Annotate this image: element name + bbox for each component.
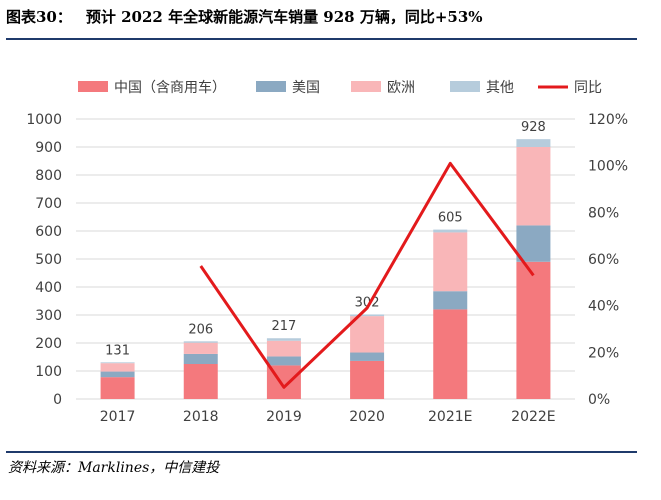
y-left-tick-label: 0 bbox=[53, 392, 62, 408]
bar-segment bbox=[100, 377, 135, 399]
bar-segment bbox=[433, 232, 468, 292]
legend-label: 中国（含商用车） bbox=[114, 79, 226, 96]
bar-segment bbox=[100, 363, 135, 372]
bar-segment bbox=[350, 352, 385, 361]
y-right-tick-label: 60% bbox=[588, 252, 619, 268]
legend-swatch bbox=[256, 81, 286, 92]
bar-segment bbox=[516, 139, 551, 147]
bar-segment bbox=[100, 371, 135, 378]
total-label: 605 bbox=[438, 211, 463, 226]
x-tick-label: 2021E bbox=[428, 409, 472, 425]
bar-segment bbox=[433, 229, 468, 233]
y-left-tick-label: 100 bbox=[35, 364, 62, 380]
bar-segment bbox=[266, 356, 301, 366]
legend: 中国（含商用车） 美国 欧洲 其他 同比 bbox=[78, 79, 602, 96]
yoy-line bbox=[199, 161, 535, 389]
y-right-tick-label: 20% bbox=[588, 345, 619, 361]
y-right-tick-label: 40% bbox=[588, 299, 619, 315]
bar-segment bbox=[350, 314, 385, 317]
y-left-tick-label: 700 bbox=[35, 196, 62, 212]
x-tick-label: 2018 bbox=[183, 409, 219, 425]
y-right-tick-label: 100% bbox=[588, 159, 628, 175]
figure-number: 图表30： bbox=[6, 8, 72, 26]
bar-segment bbox=[350, 360, 385, 399]
total-label: 131 bbox=[105, 343, 130, 358]
bar-segment bbox=[266, 338, 301, 341]
y-right-tick-label: 120% bbox=[588, 112, 628, 128]
y-left-tick-label: 800 bbox=[35, 168, 62, 184]
legend-label: 同比 bbox=[574, 80, 602, 96]
y-right-tick-label: 0% bbox=[588, 392, 610, 408]
y-left-tick-label: 300 bbox=[35, 308, 62, 324]
bar-segment bbox=[433, 291, 468, 310]
legend-label: 其他 bbox=[486, 80, 514, 96]
legend-swatch bbox=[351, 81, 381, 92]
bars bbox=[100, 139, 551, 399]
bar-segment bbox=[100, 362, 135, 364]
gridlines bbox=[76, 118, 575, 400]
x-axis-ticks: 2017 2018 2019 2020 2021E 2022E bbox=[100, 409, 556, 425]
legend-swatch bbox=[78, 81, 108, 92]
y-left-tick-label: 400 bbox=[35, 280, 62, 296]
figure-title-text: 预计 2022 年全球新能源汽车销量 928 万辆，同比+53% bbox=[85, 8, 483, 26]
bar-segment bbox=[516, 147, 551, 226]
bottom-rule bbox=[6, 451, 637, 453]
right-axis-ticks: 0% 20% 40% 60% 80% 100% 120% bbox=[588, 112, 628, 408]
bar-segment bbox=[516, 225, 551, 262]
total-label: 928 bbox=[521, 120, 546, 135]
y-left-tick-label: 600 bbox=[35, 224, 62, 240]
bar-segment bbox=[183, 342, 218, 354]
y-left-tick-label: 200 bbox=[35, 336, 62, 352]
bar-segment bbox=[516, 261, 551, 399]
x-tick-label: 2017 bbox=[100, 409, 136, 425]
y-left-tick-label: 1000 bbox=[26, 112, 62, 128]
bar-segment bbox=[183, 353, 218, 364]
x-tick-label: 2019 bbox=[266, 409, 302, 425]
total-label: 206 bbox=[188, 322, 213, 337]
bar-segment bbox=[183, 364, 218, 399]
x-tick-label: 2022E bbox=[511, 409, 555, 425]
y-right-tick-label: 80% bbox=[588, 205, 619, 221]
bar-segment bbox=[266, 340, 301, 357]
total-label: 217 bbox=[272, 319, 297, 334]
top-rule bbox=[6, 38, 637, 40]
y-left-tick-label: 900 bbox=[35, 140, 62, 156]
figure-title: 图表30： 预计 2022 年全球新能源汽车销量 928 万辆，同比+53% bbox=[6, 6, 483, 27]
x-tick-label: 2020 bbox=[349, 409, 385, 425]
legend-swatch bbox=[450, 81, 480, 92]
y-left-tick-label: 500 bbox=[35, 252, 62, 268]
legend-label: 美国 bbox=[292, 80, 320, 96]
bar-segment bbox=[433, 309, 468, 399]
bar-segment bbox=[183, 341, 218, 343]
left-axis-ticks: 0 100 200 300 400 500 600 700 800 900 1000 bbox=[26, 112, 62, 408]
bar-segment bbox=[350, 316, 385, 353]
legend-label: 欧洲 bbox=[387, 80, 415, 96]
source-note: 资料来源：Marklines，中信建投 bbox=[8, 460, 220, 476]
